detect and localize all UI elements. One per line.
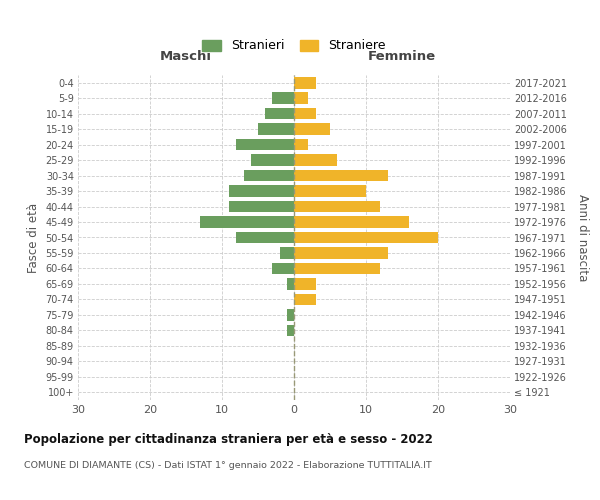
Bar	[294, 278, 316, 289]
Text: COMUNE DI DIAMANTE (CS) - Dati ISTAT 1° gennaio 2022 - Elaborazione TUTTITALIA.I: COMUNE DI DIAMANTE (CS) - Dati ISTAT 1° …	[24, 460, 432, 469]
Bar	[294, 124, 330, 135]
Bar	[236, 232, 294, 243]
Text: Maschi: Maschi	[160, 50, 212, 62]
Y-axis label: Anni di nascita: Anni di nascita	[575, 194, 589, 281]
Bar	[272, 92, 294, 104]
Bar	[280, 247, 294, 259]
Bar	[294, 170, 388, 181]
Bar	[251, 154, 294, 166]
Bar	[294, 262, 380, 274]
Bar	[294, 294, 316, 305]
Bar	[294, 216, 409, 228]
Legend: Stranieri, Straniere: Stranieri, Straniere	[199, 36, 389, 56]
Bar	[200, 216, 294, 228]
Bar	[258, 124, 294, 135]
Bar	[294, 186, 366, 197]
Text: Femmine: Femmine	[368, 50, 436, 62]
Bar	[294, 232, 438, 243]
Bar	[294, 77, 316, 88]
Bar	[236, 139, 294, 150]
Bar	[272, 262, 294, 274]
Y-axis label: Fasce di età: Fasce di età	[27, 202, 40, 272]
Bar	[244, 170, 294, 181]
Bar	[294, 92, 308, 104]
Bar	[294, 200, 380, 212]
Bar	[294, 108, 316, 120]
Bar	[229, 186, 294, 197]
Bar	[287, 309, 294, 320]
Bar	[287, 278, 294, 289]
Bar	[229, 200, 294, 212]
Bar	[294, 139, 308, 150]
Bar	[265, 108, 294, 120]
Bar	[287, 324, 294, 336]
Text: Popolazione per cittadinanza straniera per età e sesso - 2022: Popolazione per cittadinanza straniera p…	[24, 432, 433, 446]
Bar	[294, 247, 388, 259]
Bar	[294, 154, 337, 166]
